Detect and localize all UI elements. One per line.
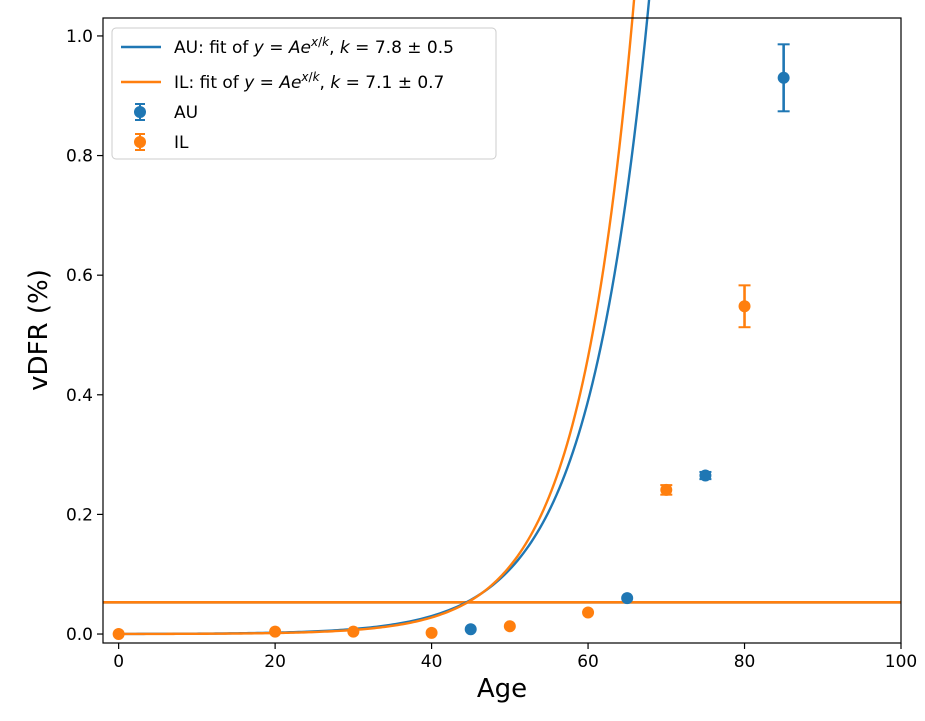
point-au-1 — [621, 592, 634, 605]
fit-curve-il — [118, 0, 636, 636]
point-au-0 — [464, 623, 477, 636]
y-tick-label-4: 0.8 — [66, 147, 93, 167]
x-tick-label-3: 60 — [577, 652, 599, 672]
plot-area — [103, 0, 901, 641]
y-tick-label-1: 0.2 — [66, 505, 93, 525]
legend-il-fit-label: IL: fit of y = Aex/k, k = 7.1 ± 0.7 — [174, 70, 444, 93]
x-axis-title: Age — [477, 674, 527, 704]
legend-il-k-value: 7.1 ± 0.7 — [365, 73, 444, 93]
x-tick-label-0: 0 — [113, 652, 124, 672]
point-il-5 — [582, 606, 595, 619]
x-tick-label-4: 80 — [734, 652, 756, 672]
legend-au-fit-prefix: AU: fit of — [174, 38, 249, 58]
point-il-6 — [660, 483, 673, 496]
y-axis-title: vDFR (%) — [24, 269, 54, 391]
point-il-3 — [425, 626, 438, 639]
legend-au-marker — [134, 103, 146, 121]
axes: 0 20 40 60 80 100 0.0 0.2 0.4 0.6 0.8 1.0 — [66, 17, 917, 672]
point-il-0 — [112, 628, 125, 641]
y-tick-label-5: 1.0 — [66, 27, 93, 47]
legend-au-fit-label: AU: fit of y = Aex/k, k = 7.8 ± 0.5 — [174, 35, 454, 58]
legend-il-marker — [134, 133, 146, 151]
legend: AU: fit of y = Aex/k, k = 7.8 ± 0.5 IL: … — [111, 27, 497, 160]
point-au-3 — [777, 71, 790, 84]
legend-frame — [111, 27, 497, 160]
x-tick-label-5: 100 — [885, 652, 917, 672]
y-tick-label-0: 0.0 — [66, 625, 93, 645]
y-tick-label-3: 0.6 — [66, 266, 93, 286]
point-il-1 — [269, 625, 282, 638]
point-il-2 — [347, 625, 360, 638]
x-tick-label-2: 40 — [421, 652, 443, 672]
y-tick-label-2: 0.4 — [66, 386, 93, 406]
point-il-7 — [738, 300, 751, 313]
legend-au-k-value: 7.8 ± 0.5 — [375, 38, 454, 58]
x-tick-label-1: 20 — [264, 652, 286, 672]
axes-frame — [102, 17, 902, 644]
point-il-4 — [503, 620, 516, 633]
legend-il-label: IL — [174, 133, 189, 153]
point-au-2 — [699, 469, 712, 482]
legend-il-fit-prefix: IL: fit of — [174, 73, 240, 93]
legend-au-label: AU — [174, 103, 198, 123]
